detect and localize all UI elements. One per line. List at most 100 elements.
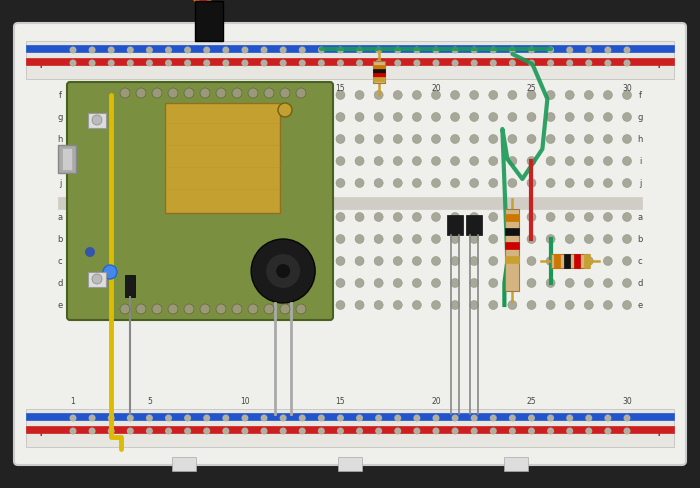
Circle shape — [622, 179, 631, 187]
Text: 5: 5 — [147, 397, 152, 406]
Circle shape — [106, 179, 116, 187]
Circle shape — [452, 46, 458, 54]
Circle shape — [280, 88, 290, 98]
Circle shape — [547, 60, 554, 66]
Circle shape — [452, 414, 458, 422]
Circle shape — [260, 235, 269, 244]
Circle shape — [279, 90, 288, 100]
Circle shape — [223, 46, 230, 54]
Circle shape — [451, 157, 460, 165]
Circle shape — [126, 113, 135, 122]
Circle shape — [240, 279, 249, 287]
Circle shape — [232, 304, 242, 314]
Circle shape — [299, 46, 306, 54]
Circle shape — [216, 304, 226, 314]
Circle shape — [451, 301, 460, 309]
Circle shape — [127, 427, 134, 434]
Circle shape — [89, 46, 96, 54]
Circle shape — [183, 212, 192, 222]
Bar — [58, 197, 642, 209]
Circle shape — [546, 90, 555, 100]
Circle shape — [164, 212, 173, 222]
Circle shape — [69, 179, 78, 187]
Text: 10: 10 — [240, 84, 250, 93]
Text: +: + — [36, 58, 47, 70]
Bar — [26, 426, 674, 433]
Circle shape — [127, 60, 134, 66]
Circle shape — [183, 279, 192, 287]
Circle shape — [260, 257, 269, 265]
Circle shape — [584, 235, 594, 244]
Text: a: a — [638, 212, 643, 222]
Circle shape — [145, 135, 154, 143]
Circle shape — [183, 90, 192, 100]
Circle shape — [604, 427, 611, 434]
Bar — [58, 145, 76, 173]
Circle shape — [221, 301, 230, 309]
Circle shape — [603, 157, 612, 165]
Circle shape — [266, 254, 300, 288]
Circle shape — [489, 135, 498, 143]
Circle shape — [622, 301, 631, 309]
Circle shape — [183, 301, 192, 309]
Circle shape — [624, 60, 631, 66]
Circle shape — [183, 135, 192, 143]
Circle shape — [240, 212, 249, 222]
Circle shape — [431, 235, 440, 244]
Circle shape — [336, 135, 345, 143]
Circle shape — [203, 427, 210, 434]
Circle shape — [202, 90, 211, 100]
Text: g: g — [637, 113, 643, 122]
Bar — [338, 457, 362, 471]
Circle shape — [69, 257, 78, 265]
Text: f: f — [638, 90, 641, 100]
Circle shape — [279, 212, 288, 222]
Circle shape — [356, 427, 363, 434]
Circle shape — [106, 257, 116, 265]
Circle shape — [279, 235, 288, 244]
Circle shape — [452, 60, 458, 66]
Circle shape — [240, 301, 249, 309]
Circle shape — [584, 279, 594, 287]
Circle shape — [527, 113, 536, 122]
Circle shape — [299, 414, 306, 422]
Circle shape — [221, 157, 230, 165]
Circle shape — [126, 301, 135, 309]
Text: f: f — [59, 90, 62, 100]
Text: 10: 10 — [240, 397, 250, 406]
Text: h: h — [637, 135, 643, 143]
Circle shape — [298, 212, 307, 222]
Bar — [372, 69, 385, 73]
Circle shape — [565, 257, 574, 265]
Circle shape — [527, 279, 536, 287]
Circle shape — [393, 301, 402, 309]
Circle shape — [221, 235, 230, 244]
Circle shape — [356, 60, 363, 66]
Circle shape — [527, 301, 536, 309]
Circle shape — [146, 427, 153, 434]
Bar — [505, 209, 519, 291]
Circle shape — [355, 90, 364, 100]
Circle shape — [566, 414, 573, 422]
Circle shape — [394, 46, 401, 54]
Circle shape — [164, 235, 173, 244]
Circle shape — [145, 257, 154, 265]
Circle shape — [317, 257, 326, 265]
Text: d: d — [57, 279, 63, 287]
Bar — [505, 256, 519, 263]
Circle shape — [433, 60, 440, 66]
Circle shape — [200, 88, 210, 98]
Circle shape — [527, 179, 536, 187]
Circle shape — [106, 157, 116, 165]
Circle shape — [470, 113, 479, 122]
Circle shape — [279, 113, 288, 122]
Circle shape — [393, 135, 402, 143]
Bar — [195, 1, 223, 41]
Circle shape — [394, 414, 401, 422]
Circle shape — [202, 212, 211, 222]
Circle shape — [69, 427, 76, 434]
Text: 5: 5 — [147, 84, 152, 93]
Circle shape — [317, 279, 326, 287]
Circle shape — [260, 414, 267, 422]
Circle shape — [509, 414, 516, 422]
